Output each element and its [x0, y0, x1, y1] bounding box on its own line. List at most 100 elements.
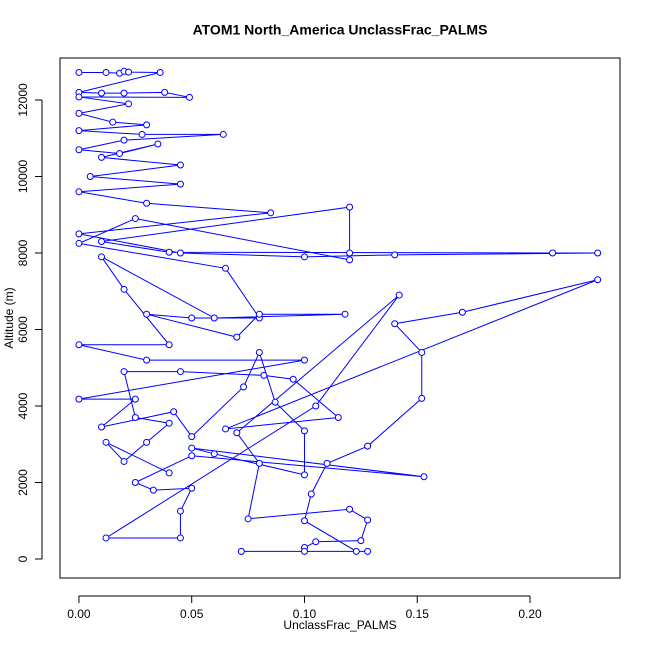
data-point [346, 256, 354, 264]
data-point [300, 356, 308, 364]
data-point [170, 408, 178, 416]
data-point [149, 486, 157, 494]
y-tick-label: 0 [16, 555, 30, 562]
data-point [594, 276, 602, 284]
data-point [97, 253, 105, 261]
data-point [364, 547, 372, 555]
data-point [131, 413, 139, 421]
data-point [97, 153, 105, 161]
data-point [165, 419, 173, 427]
data-point [154, 140, 162, 148]
data-point [176, 507, 184, 515]
data-point [188, 433, 196, 441]
data-point [210, 450, 218, 458]
data-point [346, 249, 354, 257]
data-point [300, 253, 308, 261]
data-point [120, 457, 128, 465]
data-point [237, 547, 245, 555]
data-point [300, 427, 308, 435]
x-tick-label: 0.15 [406, 607, 430, 621]
data-point [255, 310, 263, 318]
data-point [188, 484, 196, 492]
data-point [352, 547, 360, 555]
data-point [102, 534, 110, 542]
data-point [75, 93, 83, 101]
data-point [334, 413, 342, 421]
data-line [77, 70, 598, 552]
data-point [75, 127, 83, 135]
data-point [300, 547, 308, 555]
data-point [176, 161, 184, 169]
data-point [75, 68, 83, 76]
data-point [176, 180, 184, 188]
data-point [289, 375, 297, 383]
data-point [125, 68, 133, 76]
data-point [185, 93, 193, 101]
data-point [233, 429, 241, 437]
data-point [188, 444, 196, 452]
data-point [255, 459, 263, 467]
plot-frame [59, 57, 621, 579]
data-point [255, 348, 263, 356]
data-point [346, 203, 354, 211]
data-point [312, 402, 320, 410]
data-point [244, 515, 252, 523]
data-point [102, 438, 110, 446]
data-point [222, 264, 230, 272]
data-point [120, 89, 128, 97]
data-point [156, 68, 164, 76]
data-point [75, 146, 83, 154]
data-point [176, 368, 184, 376]
chart-title: ATOM1 North_America UnclassFrac_PALMS [193, 22, 488, 38]
data-point [176, 249, 184, 257]
data-point [420, 473, 428, 481]
data-point [323, 459, 331, 467]
data-point [219, 130, 227, 138]
data-point [109, 118, 117, 126]
data-point [143, 356, 151, 364]
data-point [75, 341, 83, 349]
x-axis-label: UnclassFrac_PALMS [283, 618, 396, 632]
y-tick-label: 2000 [16, 469, 30, 496]
data-point [143, 310, 151, 318]
y-tick-label: 10000 [16, 159, 30, 193]
data-point [307, 490, 315, 498]
data-point [86, 172, 94, 180]
x-tick-label: 0.00 [67, 607, 91, 621]
data-point [260, 371, 268, 379]
data-point [300, 517, 308, 525]
data-point [120, 285, 128, 293]
data-point [312, 538, 320, 546]
data-point [161, 88, 169, 96]
y-tick-label: 8000 [16, 239, 30, 266]
data-point [418, 348, 426, 356]
data-point [116, 150, 124, 158]
data-point [125, 100, 133, 108]
data-point [418, 394, 426, 402]
data-point [346, 505, 354, 513]
data-point [341, 310, 349, 318]
data-point [97, 238, 105, 246]
data-point [138, 130, 146, 138]
data-point [549, 249, 557, 257]
data-point [165, 469, 173, 477]
data-point [267, 209, 275, 217]
y-axis-label: Altitude (m) [2, 287, 16, 348]
data-point [131, 215, 139, 223]
data-point [176, 534, 184, 542]
data-point [594, 249, 602, 257]
x-tick-label: 0.05 [180, 607, 204, 621]
data-point [120, 368, 128, 376]
data-point [222, 425, 230, 433]
data-point [97, 423, 105, 431]
data-point [364, 516, 372, 524]
y-tick-label: 4000 [16, 392, 30, 419]
data-point [240, 383, 248, 391]
data-point [165, 248, 173, 256]
data-point [271, 398, 279, 406]
data-point [75, 230, 83, 238]
y-tick-label: 6000 [16, 316, 30, 343]
data-point [143, 438, 151, 446]
data-point [97, 89, 105, 97]
